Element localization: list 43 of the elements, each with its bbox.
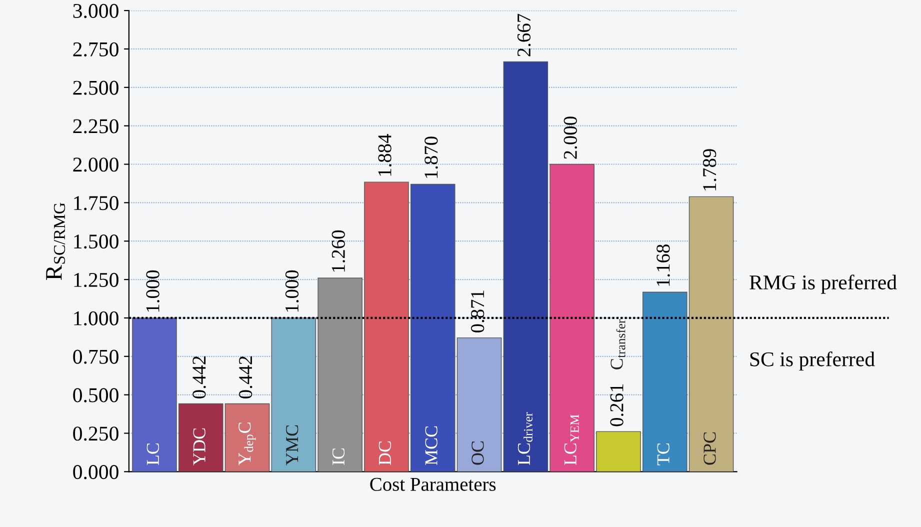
x-tick-label: YDC [193,428,206,466]
y-tick-label: 1.750 [74,196,118,210]
y-tick-label: 1.250 [74,272,118,288]
data-label: 0.442 [192,356,206,398]
data-label: 2.000 [564,116,578,159]
y-tick-label: 1.000 [74,311,118,326]
annotation: RMG is preferred [750,274,897,294]
y-tick-label: 2.250 [73,119,118,134]
y-tick-label: 2.750 [73,42,118,56]
data-label: 1.789 [703,149,716,190]
data-label: 1.884 [378,134,392,176]
x-axis-title: Cost Parameters [370,478,496,491]
y-tick-label: 0.500 [73,388,118,402]
data-label: 0.442 [239,356,252,398]
data-label: 1.000 [146,270,160,312]
data-label: 1.000 [285,270,299,312]
x-tick-label: LC [146,443,159,465]
x-tick-label: YMC [286,425,298,466]
y-tick-label: 0.000 [73,465,118,480]
x-tick-label: TC [657,443,670,466]
y-tick-label: 2.000 [73,158,118,172]
y-tick-label: 1.500 [74,234,118,249]
y-tick-label: 0.250 [73,426,118,441]
x-tick-label: C$_{transfer}$ [610,319,626,370]
data-label: 1.260 [332,230,346,272]
x-tick-label: DC [378,441,391,465]
x-tick-label: OC [472,441,484,465]
x-tick-label: LC$_{driver}$ [518,412,532,465]
data-label: 2.667 [517,14,531,56]
y-tick-label: 2.500 [73,80,118,95]
x-tick-label: MCC [425,426,438,465]
data-label: 0.261 [610,384,624,426]
y-tick-label: 0.750 [73,350,118,364]
data-label: 1.168 [656,244,670,286]
annotation: SC is preferred [750,351,875,371]
x-tick-label: IC [332,448,345,465]
x-tick-label: CPC [704,432,716,465]
data-label: 1.870 [424,136,438,178]
y-tick-label: 3.000 [73,4,118,18]
y-axis-title: R$_{SC/RMG}$ [46,202,66,280]
x-tick-label: LC$_{YEM}$ [564,414,579,465]
data-label: 0.871 [471,290,484,332]
x-tick-label: Y$_{dep}$C [238,422,256,466]
